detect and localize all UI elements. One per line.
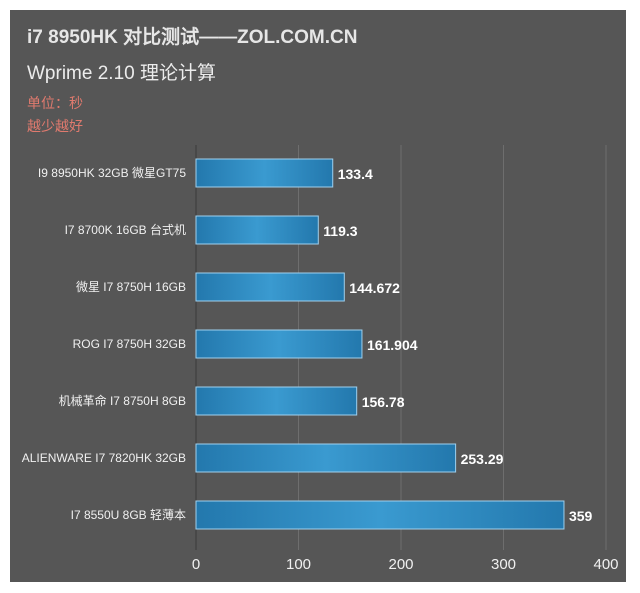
value-label: 253.29: [461, 451, 504, 467]
unit-note: 单位：秒: [27, 95, 83, 111]
value-label: 119.3: [323, 223, 357, 239]
x-tick-label: 200: [388, 556, 413, 573]
value-label: 156.78: [362, 394, 405, 410]
chart-title: i7 8950HK 对比测试——ZOL.COM.CN: [27, 27, 358, 48]
bar: [195, 443, 457, 473]
category-label: I7 8550U 8GB 轻薄本: [71, 507, 186, 522]
bar: [195, 272, 345, 302]
value-label: 359: [569, 508, 593, 524]
bar: [195, 215, 319, 245]
bar: [195, 329, 363, 359]
category-label: I9 8950HK 32GB 微星GT75: [38, 166, 186, 180]
bar: [195, 386, 358, 416]
category-label: 机械革命 I7 8750H 8GB: [59, 393, 186, 408]
chart-panel: i7 8950HK 对比测试——ZOL.COM.CN Wprime 2.10 理…: [10, 10, 626, 582]
value-label: 144.672: [349, 280, 400, 296]
category-label: 微星 I7 8750H 16GB: [76, 280, 186, 294]
value-label: 133.4: [338, 166, 373, 182]
category-label: I7 8700K 16GB 台式机: [65, 222, 186, 237]
category-label: ROG I7 8750H 32GB: [73, 337, 186, 351]
x-tick-label: 400: [593, 556, 618, 573]
chart-subtitle: Wprime 2.10 理论计算: [27, 63, 216, 84]
x-tick-label: 100: [286, 556, 311, 573]
category-label: ALIENWARE I7 7820HK 32GB: [22, 451, 186, 465]
bar: [195, 158, 334, 188]
bar: [195, 500, 565, 530]
hint-note: 越少越好: [27, 118, 83, 134]
bar-chart: 0 100 200 300 400 I9 8950HK 32GB 微星GT75 133.4 I…: [22, 145, 619, 573]
x-tick-label: 0: [192, 556, 200, 573]
x-tick-label: 300: [491, 556, 516, 573]
value-label: 161.904: [367, 337, 418, 353]
